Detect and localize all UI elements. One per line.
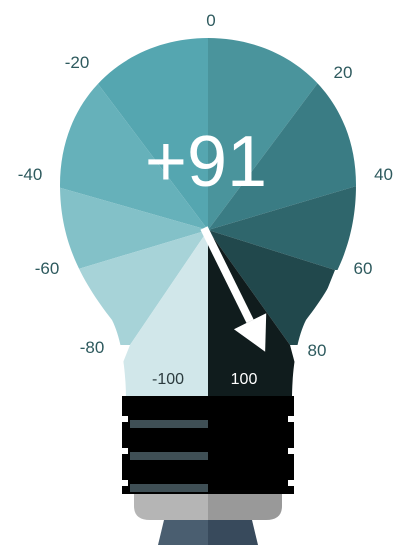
base-body xyxy=(122,396,294,494)
segment-pos-2 xyxy=(208,80,356,230)
tick-label: 0 xyxy=(206,11,215,30)
max-label: 100 xyxy=(231,371,258,388)
base-notch xyxy=(288,480,298,486)
tick-label: -80 xyxy=(80,338,105,357)
base-notch xyxy=(118,480,128,486)
base-notch xyxy=(118,448,128,454)
base-tip-left xyxy=(158,520,208,545)
tick-label: 60 xyxy=(354,259,373,278)
segment-pos-4 xyxy=(208,230,335,345)
base-cap-right xyxy=(208,494,282,520)
bulb-base xyxy=(118,396,298,545)
base-notch xyxy=(288,416,298,422)
base-notch xyxy=(288,448,298,454)
segment-pos-3 xyxy=(208,182,356,270)
tick-label: 20 xyxy=(334,63,353,82)
base-stripe xyxy=(130,484,208,492)
gauge-needle xyxy=(200,226,267,352)
segment-neg-5 xyxy=(100,230,208,400)
tick-label: -40 xyxy=(18,165,43,184)
segment-neg-2 xyxy=(60,80,208,230)
tick-label: -20 xyxy=(65,53,90,72)
base-stripe xyxy=(130,420,208,428)
segment-neg-3 xyxy=(60,182,208,270)
value-readout: +91 xyxy=(145,122,267,202)
base-stripe xyxy=(130,452,208,460)
base-cap-left xyxy=(134,494,208,520)
min-label: -100 xyxy=(152,371,184,388)
tick-labels: -20 -40 -60 -80 0 20 40 60 80 xyxy=(18,11,393,360)
tick-label: -60 xyxy=(35,259,60,278)
tick-label: 40 xyxy=(374,165,393,184)
tick-label: 80 xyxy=(308,341,327,360)
base-notch xyxy=(118,416,128,422)
base-tip-right xyxy=(208,520,258,545)
